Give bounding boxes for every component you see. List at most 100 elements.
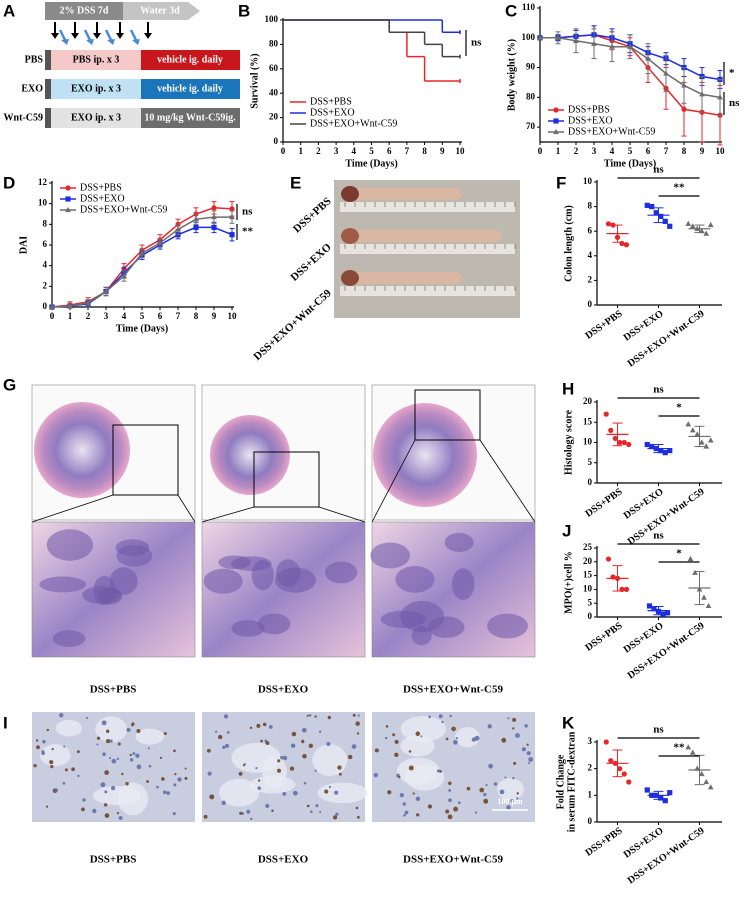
x-tick-label: 9	[440, 146, 445, 156]
nucleus	[63, 745, 66, 748]
phase1-label: PBS ip. x 3	[73, 54, 120, 65]
x-tick-label: 1	[556, 146, 561, 156]
nucleus	[308, 743, 314, 748]
panel-label: D	[3, 173, 15, 192]
nucleus	[352, 713, 356, 717]
legend-label: DSS+PBS	[80, 182, 122, 193]
nucleus	[384, 736, 388, 740]
nucleus	[408, 750, 412, 753]
nucleus	[117, 742, 121, 746]
crypt	[52, 630, 86, 647]
image-label: DSS+EXO	[258, 684, 309, 696]
nucleus	[76, 750, 80, 754]
nucleus	[221, 800, 226, 806]
y-tick-label: 8	[43, 218, 48, 228]
nucleus	[173, 783, 177, 787]
nucleus	[289, 766, 295, 771]
banner-dss	[45, 2, 123, 20]
significance-label: **	[674, 182, 686, 194]
nucleus	[306, 804, 310, 808]
y-axis-label: Survival (%)	[249, 53, 260, 108]
nucleus	[327, 715, 331, 720]
gland	[396, 757, 440, 785]
legend-marker	[553, 128, 559, 135]
nucleus	[441, 720, 444, 724]
nucleus	[35, 739, 39, 742]
nucleus	[290, 743, 296, 748]
x-tick-label: DSS+EXO+Wnt-C59	[626, 486, 707, 547]
nucleus	[483, 792, 487, 797]
crypt	[428, 616, 465, 638]
nucleus	[512, 776, 515, 780]
y-tick-label: 20	[583, 556, 593, 566]
y-tick-label: 40	[269, 87, 279, 97]
nucleus	[225, 743, 229, 748]
nucleus	[308, 713, 312, 717]
ruler	[340, 202, 515, 212]
y-tick-label: 0	[43, 301, 48, 311]
data-point	[49, 303, 55, 310]
x-tick-label: 7	[664, 146, 669, 156]
x-tick-label: 8	[194, 311, 199, 321]
nucleus	[71, 767, 75, 772]
crypt	[370, 542, 411, 569]
nucleus	[136, 764, 142, 770]
crypt	[411, 626, 432, 646]
gland	[40, 744, 71, 767]
y-tick-label: 90	[526, 62, 536, 72]
data-point	[705, 602, 712, 609]
data-point	[653, 210, 659, 216]
zoom-line	[371, 439, 416, 523]
data-point	[67, 302, 73, 309]
data-point	[658, 795, 664, 801]
nucleus	[524, 724, 528, 728]
nucleus	[479, 787, 485, 793]
nucleus	[337, 765, 342, 770]
nucleus	[64, 768, 68, 772]
tissue	[210, 415, 290, 495]
phase2-label: vehicle ig. daily	[157, 83, 223, 94]
x-tick-label: 10	[716, 146, 726, 156]
nucleus	[238, 771, 243, 776]
panel-label: B	[238, 1, 250, 20]
data-point	[617, 439, 623, 446]
nucleus	[276, 768, 282, 773]
nucleus	[394, 752, 399, 758]
nucleus	[334, 790, 339, 795]
y-tick-label: 0	[274, 136, 279, 146]
nucleus	[203, 814, 208, 819]
crypt	[116, 544, 153, 567]
legend-label: DSS+PBS	[568, 104, 610, 115]
panel-label: A	[3, 1, 15, 20]
data-point	[623, 586, 630, 593]
legend-marker	[65, 206, 71, 213]
y-tick-label: 0	[588, 611, 593, 621]
y-tick-label: 80	[526, 91, 536, 101]
nucleus	[303, 781, 307, 785]
zoom-line	[479, 439, 536, 523]
y-tick-label: 100	[522, 32, 536, 42]
nucleus	[262, 722, 267, 727]
x-axis-label: Time (Days)	[116, 323, 168, 334]
data-point	[623, 242, 630, 248]
x-tick-label: 4	[352, 146, 357, 156]
nucleus	[41, 750, 45, 754]
x-tick-label: 7	[405, 146, 410, 156]
image-label: DSS+EXO+Wnt-C59	[403, 854, 503, 866]
nucleus	[457, 801, 461, 805]
data-point	[229, 232, 235, 238]
data-point	[605, 556, 612, 562]
x-tick-label: 3	[104, 311, 109, 321]
legend-label: DSS+EXO	[310, 107, 355, 118]
x-tick-label: 2	[574, 146, 579, 156]
zoom-line	[201, 506, 255, 523]
gland	[93, 786, 141, 806]
legend-marker	[65, 185, 71, 191]
nucleus	[265, 741, 270, 746]
group-label: PBS	[25, 54, 44, 65]
y-tick-label: 110	[522, 2, 536, 12]
nucleus	[226, 730, 230, 734]
banner-text: Water 3d	[140, 5, 180, 16]
data-point	[157, 239, 163, 246]
